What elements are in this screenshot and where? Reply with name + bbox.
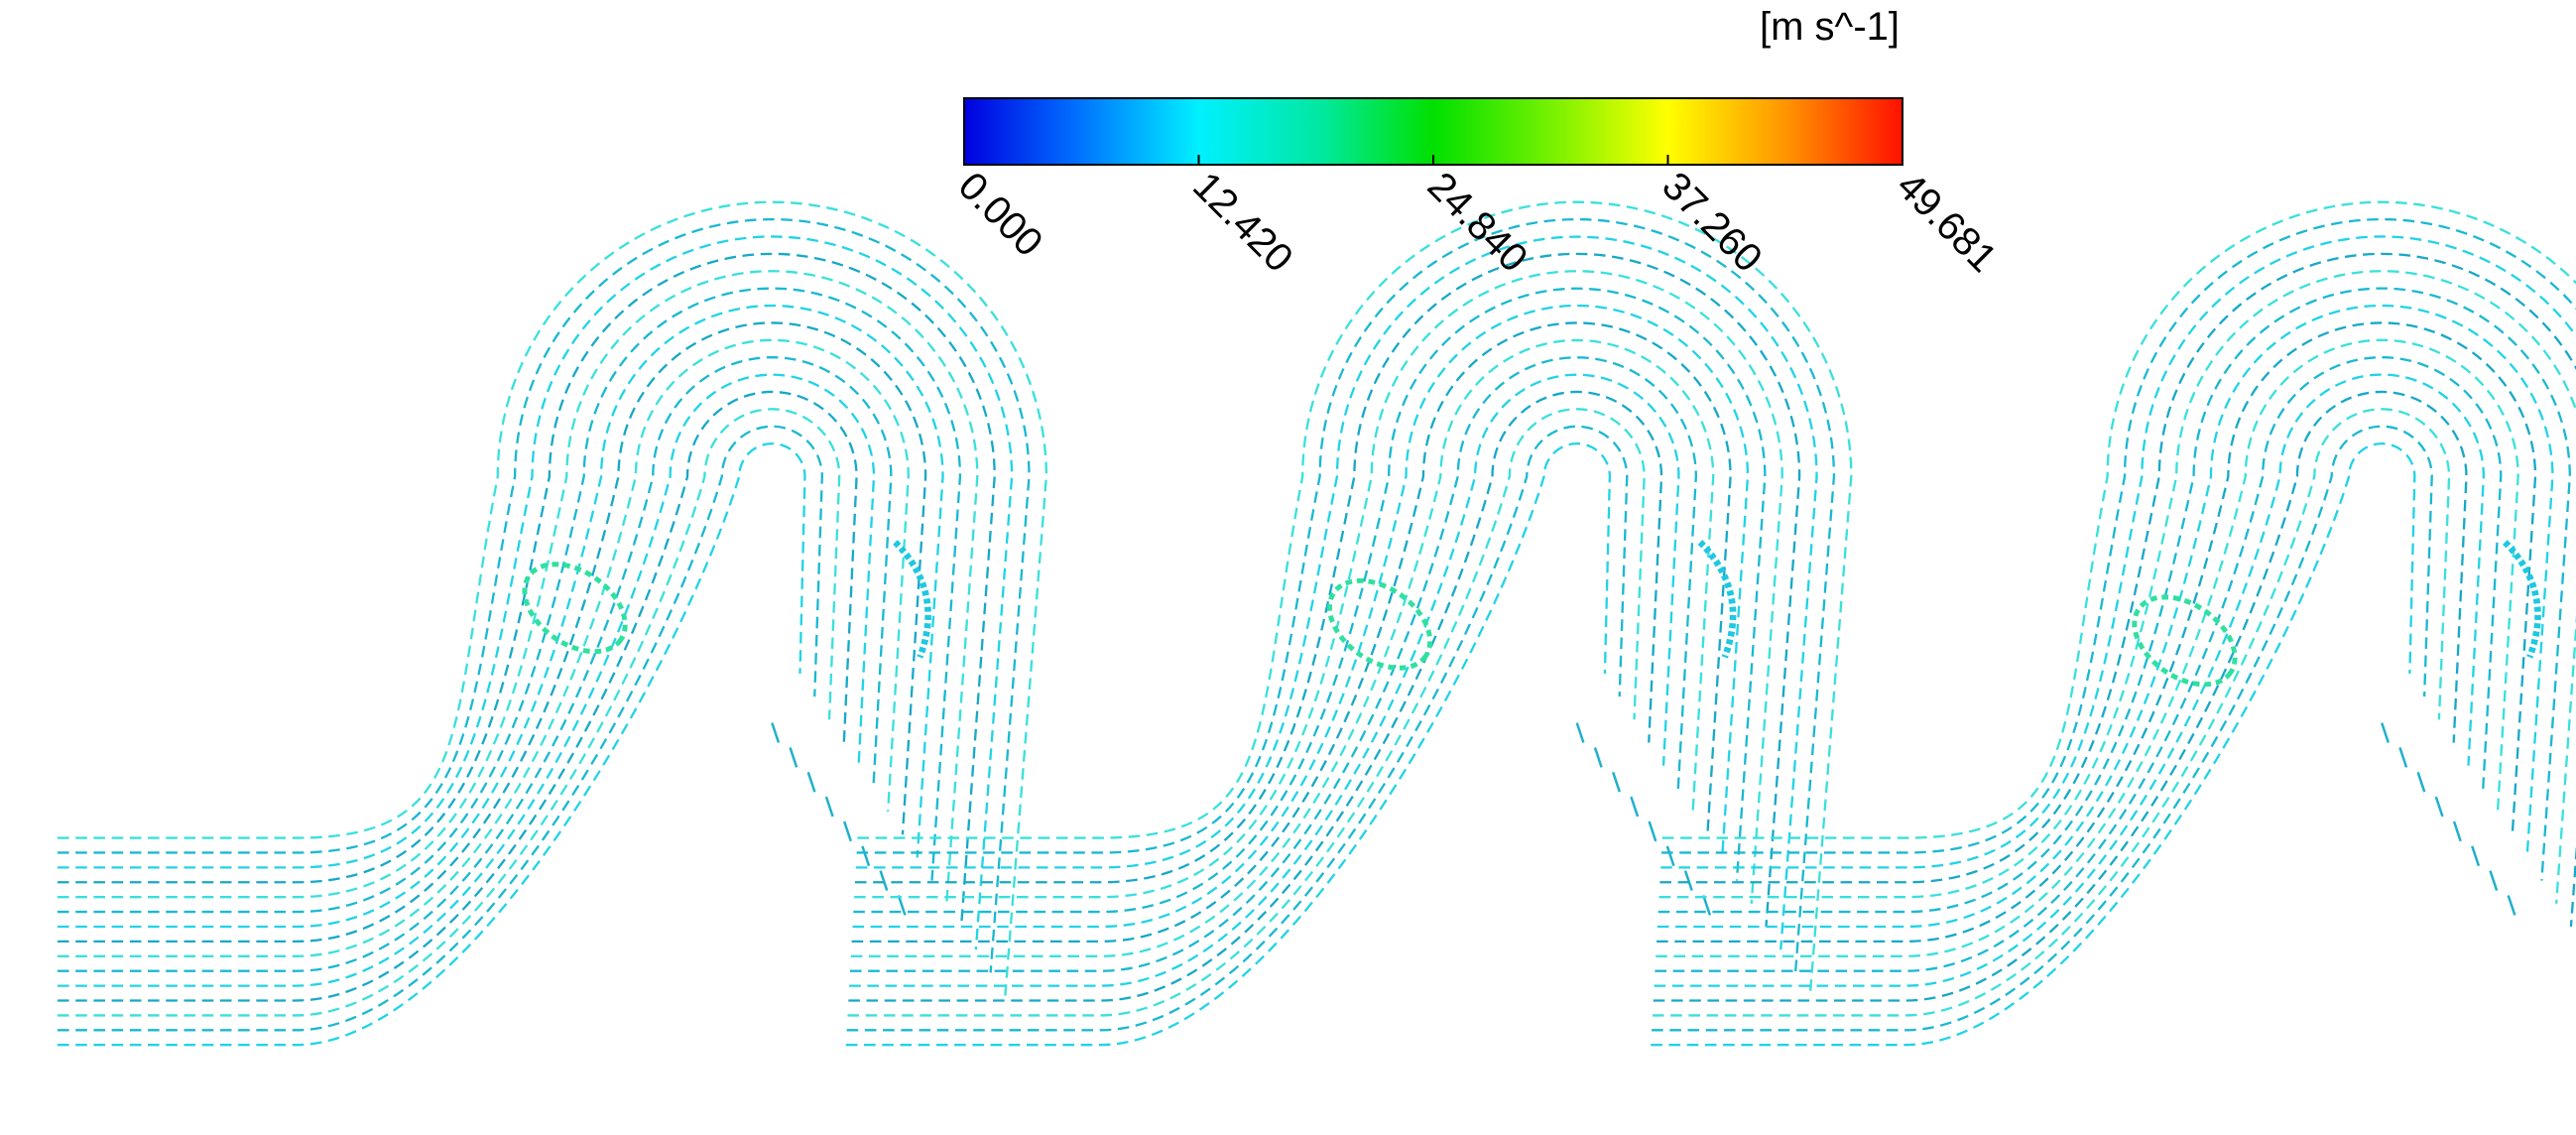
streamline — [57, 287, 962, 914]
vector — [2381, 722, 2391, 743]
recirculation — [522, 562, 628, 655]
streamline — [1653, 390, 2468, 1002]
vector — [1665, 845, 1675, 867]
tick-label: 24.840 — [1419, 164, 1536, 281]
streamline — [852, 304, 1750, 929]
streamline — [857, 200, 1853, 996]
vector — [1648, 820, 1657, 842]
wall-jet — [2503, 540, 2541, 659]
streamline — [57, 304, 944, 929]
streamline — [57, 218, 1031, 973]
streamline — [853, 287, 1767, 914]
streamline — [855, 235, 1818, 950]
streamline — [1651, 441, 2416, 1047]
streamline — [854, 270, 1783, 904]
streamline — [1656, 304, 2554, 929]
streamline — [57, 441, 806, 1047]
vector — [2489, 870, 2499, 891]
streamline — [846, 425, 1629, 1032]
recirculation — [2132, 594, 2238, 688]
streamline — [848, 390, 1663, 1002]
velocity-vectors — [57, 200, 2576, 1047]
streamline — [845, 441, 1612, 1047]
vector — [1683, 870, 1693, 891]
vector — [806, 771, 816, 793]
vector — [897, 895, 907, 916]
vector — [2434, 796, 2444, 818]
streamline — [1652, 408, 2451, 1017]
streamline — [57, 270, 979, 904]
tick-label: 49.681 — [1889, 164, 2006, 281]
vector — [879, 870, 889, 891]
tick-label: 0.000 — [950, 164, 1051, 265]
streamline — [57, 390, 858, 1002]
vector — [861, 845, 871, 867]
vector — [2507, 895, 2516, 916]
streamline — [854, 252, 1801, 928]
colorbar-unit: [m s^-1] — [1760, 5, 1900, 49]
streamline — [1657, 287, 2571, 914]
streamline — [1656, 321, 2537, 944]
streamline — [849, 373, 1680, 987]
streamline — [1658, 270, 2576, 904]
tick-label: 37.260 — [1654, 164, 1771, 281]
vector — [1630, 796, 1640, 818]
vector — [2416, 771, 2426, 793]
vector — [1593, 747, 1603, 768]
streamline — [1652, 425, 2433, 1032]
vector — [2452, 820, 2462, 842]
streamline — [1661, 200, 2576, 839]
vector — [789, 747, 798, 768]
vector — [2398, 747, 2408, 768]
wall-jet — [893, 540, 931, 659]
streamline — [57, 235, 1014, 950]
vector — [1702, 895, 1712, 916]
streamline — [1660, 235, 2576, 869]
streamline — [1659, 252, 2576, 928]
streamline — [851, 321, 1732, 944]
streamline — [57, 252, 996, 928]
wall-jet — [1697, 540, 1737, 659]
tick-label: 12.420 — [1184, 164, 1301, 281]
streamline — [847, 408, 1646, 1017]
streamline — [1654, 373, 2486, 987]
colorbar — [963, 97, 1903, 166]
streamline — [850, 338, 1715, 957]
streamline — [1656, 338, 2519, 957]
streamline — [57, 373, 876, 987]
vector — [2471, 845, 2481, 867]
streamline — [849, 356, 1697, 972]
vector — [824, 796, 834, 818]
vector — [771, 722, 781, 743]
streamline — [57, 356, 893, 972]
vector — [1612, 771, 1621, 793]
streamline — [856, 218, 1836, 973]
streamline — [1655, 356, 2503, 972]
streamline — [57, 338, 910, 957]
streamline — [57, 321, 927, 944]
streamline — [57, 408, 841, 1017]
vector — [1575, 722, 1585, 743]
streamline — [57, 425, 823, 1032]
vector — [843, 820, 852, 842]
streamline — [57, 200, 1048, 996]
recirculation — [1326, 577, 1433, 671]
streamline — [1661, 218, 2576, 854]
